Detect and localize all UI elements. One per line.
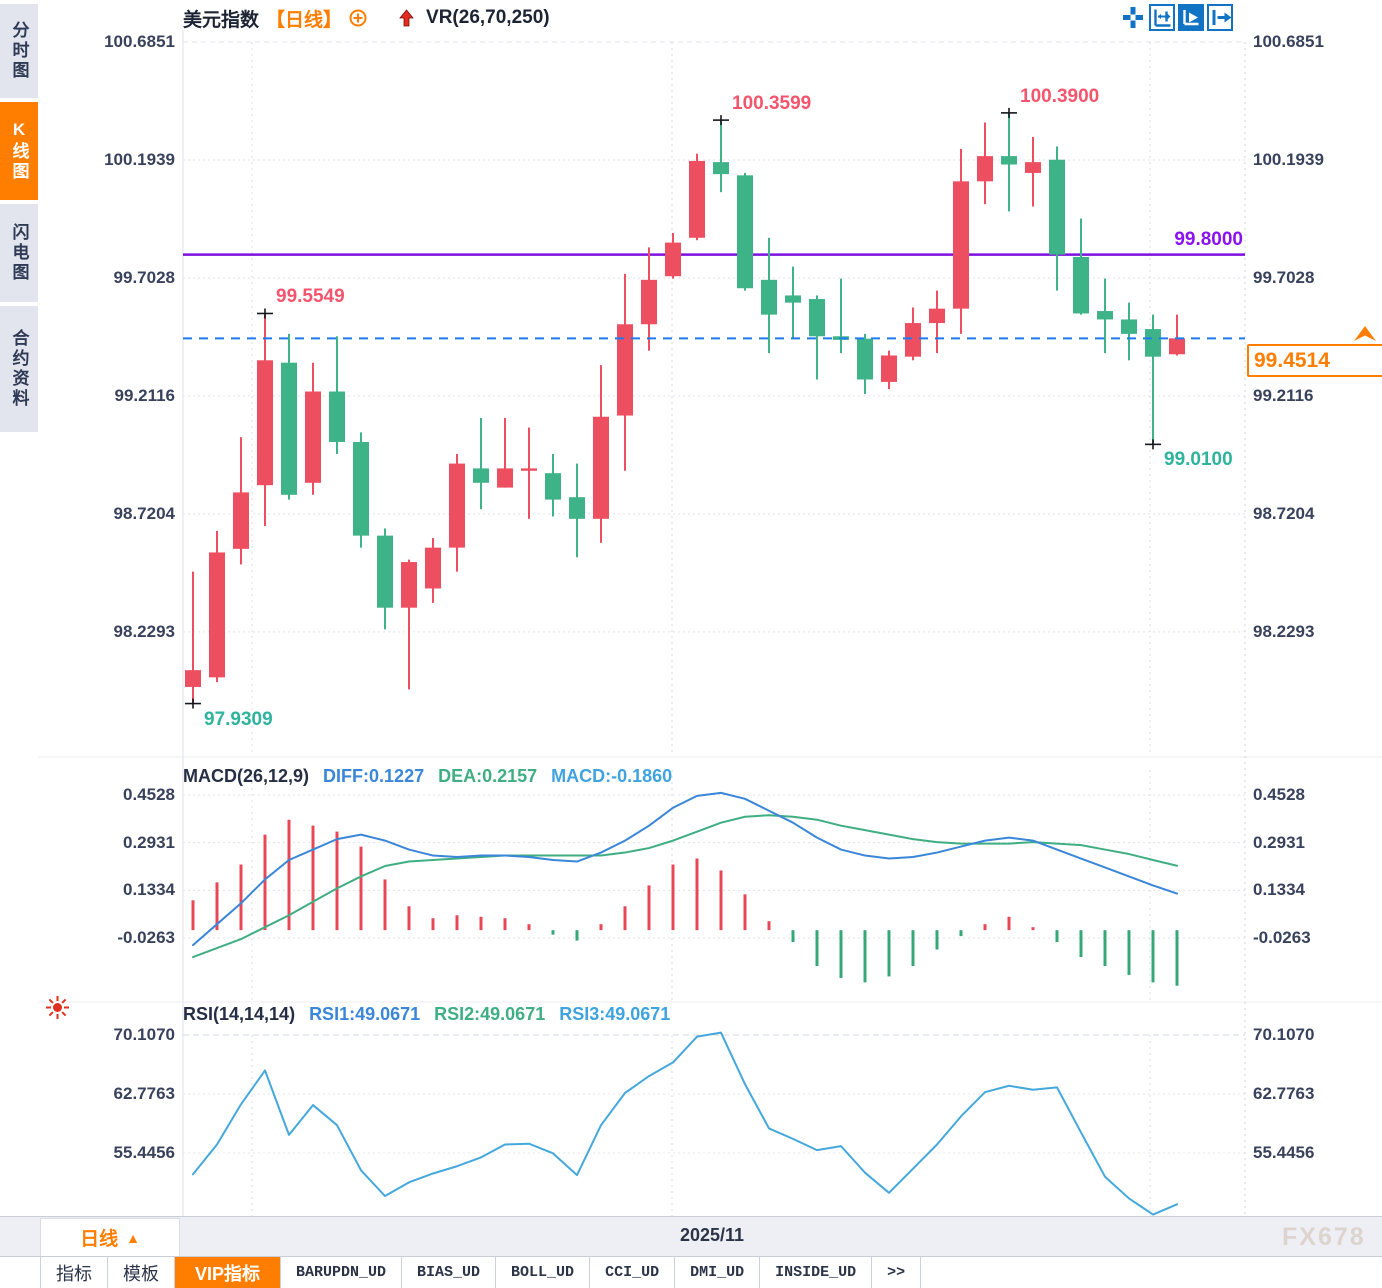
y-axis-label: 62.7763 [1253, 1083, 1315, 1103]
y-axis-label: 100.1939 [104, 149, 175, 169]
level-line-label: 99.8000 [1174, 229, 1243, 250]
macd-hist-value: MACD:-0.1860 [551, 766, 673, 786]
tab-boll-ud[interactable]: BOLL_UD [496, 1257, 591, 1288]
chart-titlebar: 美元指数 【日线】 VR(26,70,250) [183, 5, 550, 31]
y-axis-label: 0.2931 [1253, 832, 1305, 852]
tab-dmi-ud[interactable]: DMI_UD [675, 1257, 761, 1288]
macd-header: MACD(26,12,9) DIFF:0.1227 DEA:0.2157 MAC… [183, 766, 672, 787]
tab-templates[interactable]: 模板 [108, 1257, 175, 1288]
tab-indicators[interactable]: 指标 [40, 1257, 108, 1288]
y-axis-label: 0.2931 [123, 832, 175, 852]
sidebar-item-lightning-chart[interactable]: 闪电图 [0, 204, 38, 302]
y-axis-label: 98.2293 [1253, 621, 1315, 641]
tab-inside-ud[interactable]: INSIDE_UD [760, 1257, 873, 1288]
extreme-price-label: 99.5549 [276, 286, 345, 308]
y-axis-label: 100.6851 [1253, 32, 1324, 51]
up-arrow-icon [399, 8, 414, 26]
tab-vip-indicators[interactable]: VIP指标 [175, 1257, 282, 1288]
y-axis-label: 62.7763 [113, 1083, 175, 1103]
y-axis-label: 55.4456 [1253, 1142, 1315, 1162]
y-axis-label: -0.0263 [1253, 928, 1311, 947]
triangle-up-icon: ▲ [126, 1229, 140, 1246]
tab-barupdn-ud[interactable]: BARUPDN_UD [281, 1257, 403, 1288]
date-strip: 日线 ▲ 2025/11 FX678 [0, 1216, 1382, 1257]
y-axis-label: 99.7028 [113, 267, 175, 287]
rsi3-value: RSI3:49.0671 [559, 1004, 671, 1024]
tab-bias-ud[interactable]: BIAS_UD [402, 1257, 497, 1288]
tab-cci-ud[interactable]: CCI_UD [590, 1257, 676, 1288]
pan-right-icon[interactable] [1207, 4, 1233, 31]
add-indicator-icon[interactable] [349, 9, 367, 27]
rsi2-value: RSI2:49.0671 [434, 1004, 546, 1024]
y-axis-label: 0.1334 [1253, 880, 1305, 900]
y-axis-label: 70.1070 [113, 1025, 175, 1044]
y-axis-label: -0.0263 [117, 928, 175, 947]
y-axis-label: 99.2116 [114, 385, 175, 405]
y-axis-label: 98.2293 [113, 621, 175, 641]
y-axis-label: 99.2116 [1253, 385, 1314, 405]
hot-indicator-icon[interactable] [44, 994, 71, 1021]
y-axis-label: 70.1070 [1253, 1025, 1315, 1044]
overlay-indicator-label[interactable]: VR(26,70,250) [426, 7, 550, 28]
macd-title[interactable]: MACD(26,12,9) [183, 766, 310, 786]
zoom-axes-icon[interactable] [1149, 4, 1175, 31]
y-axis-label: 100.6851 [104, 32, 175, 51]
macd-diff-value: DIFF:0.1227 [323, 766, 425, 786]
macd-dea-value: DEA:0.2157 [438, 766, 538, 786]
last-price-badge: 99.4514 [1247, 344, 1382, 377]
y-axis-label: 0.4528 [123, 785, 175, 804]
period-tag[interactable]: 【日线】 [266, 9, 343, 31]
extreme-price-label: 97.9309 [204, 708, 273, 730]
sidebar: 分时图 K线图 闪电图 合约资料 [0, 0, 38, 1216]
sidebar-item-candle-chart[interactable]: K线图 [0, 102, 38, 200]
x-axis-month-label: 2025/11 [680, 1225, 745, 1245]
move-crosshair-icon[interactable] [1120, 4, 1146, 31]
extreme-price-label: 100.3599 [732, 93, 812, 115]
y-axis-label: 55.4456 [113, 1142, 175, 1162]
y-axis-label: 100.1939 [1253, 149, 1324, 169]
rsi1-value: RSI1:49.0671 [309, 1004, 421, 1024]
y-axis-label: 0.4528 [1253, 785, 1305, 804]
chart-toolbar [1120, 4, 1233, 31]
y-axis-label: 0.1334 [123, 880, 175, 900]
symbol-title: 美元指数 [183, 9, 260, 31]
rsi-header: RSI(14,14,14) RSI1:49.0671 RSI2:49.0671 … [183, 1004, 670, 1025]
extreme-price-label: 99.0100 [1164, 449, 1233, 471]
period-selector[interactable]: 日线 ▲ [40, 1218, 180, 1257]
y-axis-label: 98.7204 [113, 503, 175, 523]
price-up-arrow-icon [1354, 326, 1376, 341]
extreme-price-label: 100.3900 [1020, 85, 1100, 107]
y-axis-label: 99.7028 [1253, 267, 1315, 287]
rsi-title[interactable]: RSI(14,14,14) [183, 1004, 296, 1024]
auto-scroll-icon[interactable] [1178, 4, 1204, 31]
tab-more[interactable]: >> [872, 1257, 922, 1288]
watermark: FX678 [1282, 1223, 1366, 1251]
sidebar-item-timeline-chart[interactable]: 分时图 [0, 4, 38, 98]
sidebar-item-contract-info[interactable]: 合约资料 [0, 306, 38, 432]
indicator-tab-strip: 指标 模板 VIP指标 BARUPDN_UD BIAS_UD BOLL_UD C… [0, 1256, 1382, 1288]
y-axis-label: 98.7204 [1253, 503, 1315, 523]
period-selector-label: 日线 [80, 1229, 119, 1250]
